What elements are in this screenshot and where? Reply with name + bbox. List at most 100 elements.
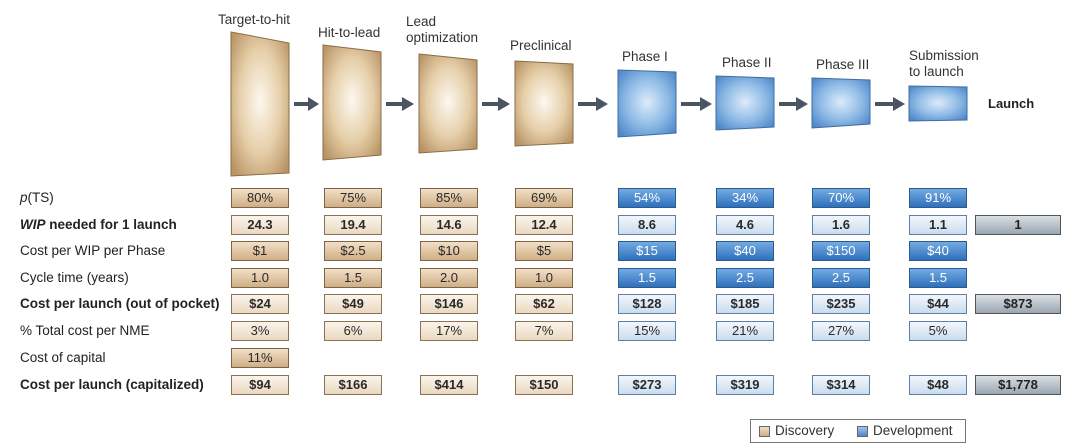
cell-r4-c7: $44 (909, 294, 967, 314)
launch-cell-r7: $1,778 (975, 375, 1061, 395)
cell-r5-c1: 6% (324, 321, 382, 341)
cell-r5-c5: 21% (716, 321, 774, 341)
cell-r7-c7: $48 (909, 375, 967, 395)
cell-r7-c6: $314 (812, 375, 870, 395)
row-label-cost-per-wip: Cost per WIP per Phase (20, 243, 166, 258)
arrow-5 (681, 97, 712, 111)
stage-label-phase-3: Phase III (816, 57, 870, 72)
funnel-preclinical (514, 60, 574, 147)
cell-r1-c0: 24.3 (231, 215, 289, 235)
cell-r3-c7: 1.5 (909, 268, 967, 288)
cell-r2-c2: $10 (420, 241, 478, 261)
row-label-cost-out-of-pocket: Cost per launch (out of pocket) (20, 296, 220, 311)
cell-r0-c3: 69% (515, 188, 573, 208)
cell-r3-c6: 2.5 (812, 268, 870, 288)
legend-development-label: Development (873, 423, 953, 438)
funnel-target-to-hit (230, 31, 290, 177)
cell-r0-c1: 75% (324, 188, 382, 208)
cell-r3-c4: 1.5 (618, 268, 676, 288)
cell-r4-c0: $24 (231, 294, 289, 314)
cell-r0-c6: 70% (812, 188, 870, 208)
stage-label-phase-1: Phase I (622, 49, 668, 64)
cell-r7-c0: $94 (231, 375, 289, 395)
launch-label: Launch (988, 96, 1035, 111)
cell-r0-c7: 91% (909, 188, 967, 208)
cell-r4-c6: $235 (812, 294, 870, 314)
cell-r1-c5: 4.6 (716, 215, 774, 235)
cell-r5-c7: 5% (909, 321, 967, 341)
funnel-phase-1 (617, 69, 677, 138)
cell-r2-c5: $40 (716, 241, 774, 261)
arrow-2 (386, 97, 414, 111)
arrow-7 (875, 97, 905, 111)
cell-r0-c5: 34% (716, 188, 774, 208)
pipeline-funnels (230, 31, 968, 177)
arrow-6 (779, 97, 808, 111)
stage-label-hit-to-lead: Hit-to-lead (318, 25, 381, 40)
funnel-submission-to-launch (908, 85, 968, 122)
arrow-1 (294, 97, 319, 111)
cell-r4-c1: $49 (324, 294, 382, 314)
cell-r7-c5: $319 (716, 375, 774, 395)
launch-cell-r1: 1 (975, 215, 1061, 235)
legend-discovery-label: Discovery (775, 423, 835, 438)
cell-r5-c4: 15% (618, 321, 676, 341)
funnel-lead-optimization (418, 53, 478, 154)
cell-r0-c4: 54% (618, 188, 676, 208)
cell-r5-c0: 3% (231, 321, 289, 341)
cell-r5-c6: 27% (812, 321, 870, 341)
cell-r4-c5: $185 (716, 294, 774, 314)
cell-r7-c4: $273 (618, 375, 676, 395)
cell-r1-c1: 19.4 (324, 215, 382, 235)
cell-r2-c3: $5 (515, 241, 573, 261)
cell-r3-c2: 2.0 (420, 268, 478, 288)
cell-r0-c0: 80% (231, 188, 289, 208)
cell-r5-c2: 17% (420, 321, 478, 341)
cell-r1-c6: 1.6 (812, 215, 870, 235)
cell-r1-c7: 1.1 (909, 215, 967, 235)
row-label-wip: WIP needed for 1 launch (20, 216, 177, 234)
legend: Discovery Development (750, 419, 966, 443)
cell-r5-c3: 7% (515, 321, 573, 341)
stage-label-submission-to-launch: Submission to launch (909, 48, 979, 79)
funnel-hit-to-lead (322, 44, 382, 161)
cell-r7-c3: $150 (515, 375, 573, 395)
cell-r1-c4: 8.6 (618, 215, 676, 235)
cell-r4-c3: $62 (515, 294, 573, 314)
cell-r1-c3: 12.4 (515, 215, 573, 235)
legend-development-swatch (857, 426, 868, 437)
stage-label-preclinical: Preclinical (510, 38, 572, 53)
arrow-4 (578, 97, 608, 111)
cell-r4-c2: $146 (420, 294, 478, 314)
funnel-phase-2 (715, 75, 775, 131)
row-label-total-cost-nme: % Total cost per NME (20, 323, 150, 338)
cell-r1-c2: 14.6 (420, 215, 478, 235)
funnel-phase-3 (811, 77, 871, 129)
cell-r4-c4: $128 (618, 294, 676, 314)
cell-r7-c1: $166 (324, 375, 382, 395)
cell-r2-c0: $1 (231, 241, 289, 261)
row-label-pts-em: p (20, 190, 28, 205)
row-label-wip-em: WIP (20, 217, 46, 232)
cell-r2-c1: $2.5 (324, 241, 382, 261)
cell-r2-c7: $40 (909, 241, 967, 261)
cell-r7-c2: $414 (420, 375, 478, 395)
row-label-cost-of-capital: Cost of capital (20, 350, 106, 365)
row-label-cycle-time: Cycle time (years) (20, 270, 129, 285)
cell-r2-c4: $15 (618, 241, 676, 261)
cell-r3-c5: 2.5 (716, 268, 774, 288)
stage-label-phase-2: Phase II (722, 55, 772, 70)
row-label-pts: p(TS) (20, 189, 54, 207)
row-label-pts-text: (TS) (27, 190, 54, 205)
row-label-cost-capitalized: Cost per launch (capitalized) (20, 377, 204, 392)
cell-r6-c0: 11% (231, 348, 289, 368)
cell-r3-c0: 1.0 (231, 268, 289, 288)
legend-discovery-swatch (759, 426, 770, 437)
cell-r3-c3: 1.0 (515, 268, 573, 288)
row-label-wip-text: needed for 1 launch (45, 217, 177, 232)
launch-cell-r4: $873 (975, 294, 1061, 314)
cell-r2-c6: $150 (812, 241, 870, 261)
stage-label-lead-optimization: Lead optimization (406, 14, 479, 45)
cell-r3-c1: 1.5 (324, 268, 382, 288)
stage-label-target-to-hit: Target-to-hit (218, 12, 291, 27)
